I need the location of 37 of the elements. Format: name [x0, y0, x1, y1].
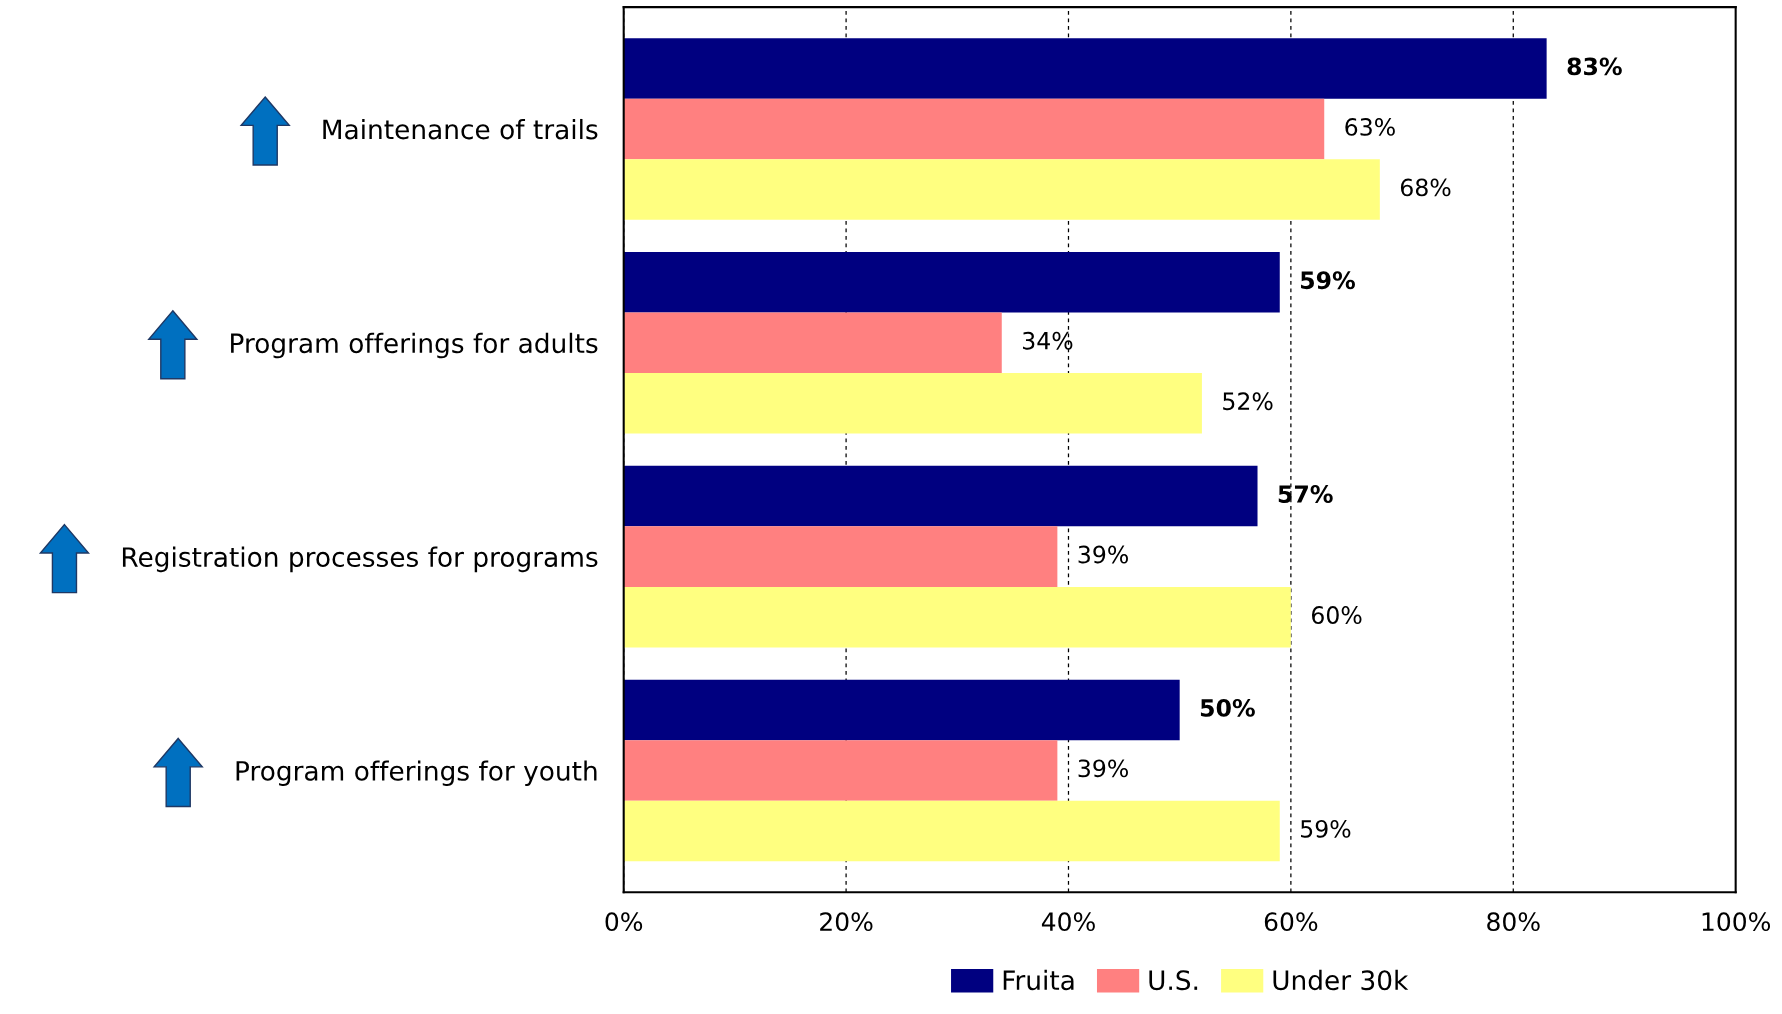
x-tick-label: 20% [820, 912, 873, 932]
bar [623, 740, 1058, 801]
data-label: 34% [1023, 331, 1073, 350]
data-label: 39% [1078, 759, 1128, 778]
bar [623, 679, 1180, 741]
data-label: 59% [1301, 819, 1351, 838]
x-tick-label: 40% [1041, 912, 1095, 932]
legend-label: U.S. [1149, 970, 1198, 991]
legend-label: Fruita [1003, 969, 1074, 991]
y-tick-label: Program offerings for adults [231, 332, 598, 359]
bar [623, 465, 1258, 527]
data-label: 50% [1200, 698, 1255, 717]
data-label: 57% [1278, 485, 1333, 503]
legend-label: Under 30k [1273, 969, 1409, 991]
bar [623, 252, 1280, 313]
data-label: 52% [1223, 392, 1273, 411]
data-label: 39% [1078, 545, 1128, 564]
bar [623, 586, 1291, 648]
x-tick-label: 80% [1487, 912, 1540, 932]
x-tick-label: 100% [1702, 912, 1771, 932]
x-tick-label: 60% [1264, 912, 1318, 932]
bar [623, 373, 1202, 434]
data-label: 60% [1311, 606, 1362, 624]
bar [623, 526, 1058, 587]
data-label: 68% [1400, 178, 1451, 197]
bar [623, 312, 1002, 374]
bar [623, 159, 1380, 220]
x-tick-label: 0% [605, 912, 643, 932]
y-tick-label: Program offerings for youth [236, 760, 597, 786]
bar [623, 98, 1325, 160]
y-tick-label: Maintenance of trails [323, 118, 598, 140]
data-label: 63% [1345, 117, 1395, 136]
bar [623, 38, 1547, 99]
bar [623, 800, 1280, 862]
data-label: 59% [1301, 271, 1355, 290]
data-label: 83% [1567, 57, 1622, 76]
y-tick-label: Registration processes for programs [122, 546, 598, 573]
